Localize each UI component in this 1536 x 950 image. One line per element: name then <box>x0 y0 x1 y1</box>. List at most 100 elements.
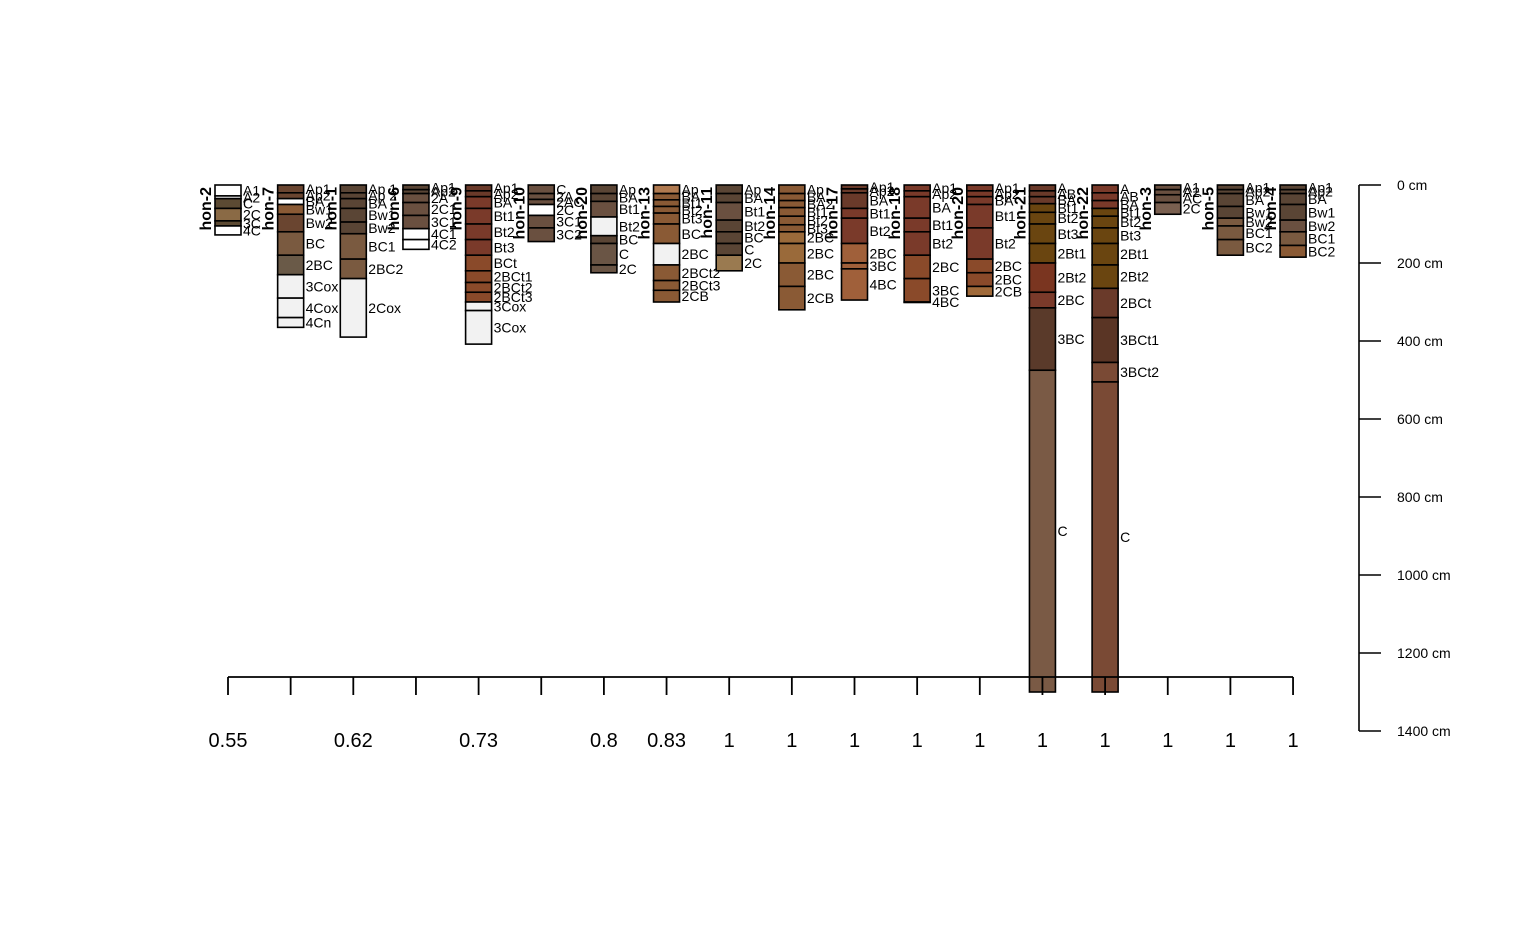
horizon-label: BC2 <box>1308 243 1335 259</box>
horizon-block <box>1153 201 1182 216</box>
horizon-block <box>965 285 994 297</box>
horizon-label: BA <box>494 195 513 211</box>
horizon-label: 2BCt1 <box>494 269 533 285</box>
horizon-block <box>965 227 994 260</box>
horizon-block <box>1091 242 1119 266</box>
horizon-label: Bt1 <box>682 195 703 211</box>
horizon-label: BA <box>1120 197 1139 213</box>
horizon-label: 3C1 <box>556 214 582 230</box>
horizon-label: 2BC <box>807 267 834 283</box>
horizon-label: A1 <box>243 182 260 198</box>
horizon-block <box>464 190 493 198</box>
horizon-block <box>464 301 493 312</box>
horizon-label: Ap2 <box>1308 184 1333 200</box>
horizon-block <box>276 192 305 200</box>
horizon-label: BC <box>682 226 701 242</box>
horizon-block <box>1028 184 1057 192</box>
horizon-block <box>402 192 430 204</box>
horizon-block <box>903 277 931 303</box>
horizon-label: Bw1 <box>306 201 333 217</box>
horizon-block <box>1028 369 1057 693</box>
profile-name: hon-1 <box>323 187 340 231</box>
horizon-label: 2BC <box>995 258 1022 274</box>
horizon-block <box>652 184 681 195</box>
horizon-block <box>339 197 368 210</box>
horizon-block <box>652 192 681 201</box>
horizon-block <box>464 238 493 257</box>
horizon-label: 3BCt1 <box>1120 332 1159 348</box>
horizon-block <box>1279 244 1307 258</box>
horizon-label: BA <box>744 190 763 206</box>
index-axis-tick-label: 0.62 <box>334 730 373 752</box>
horizon-label: Bw2 <box>1245 214 1272 230</box>
horizon-label: 3Cox <box>494 298 527 314</box>
horizon-block <box>840 242 869 264</box>
horizon-block <box>339 192 368 200</box>
horizon-block <box>527 184 556 195</box>
depth-axis-tick-label: 1200 cm <box>1397 645 1451 661</box>
profile-name: hon-11 <box>699 187 716 239</box>
horizon-label: Bt3 <box>494 239 515 255</box>
index-axis-tick-label: 1 <box>974 730 985 752</box>
horizon-block <box>1091 381 1119 693</box>
profile-name: hon-22 <box>1075 187 1092 240</box>
horizon-label: 4C <box>243 222 261 238</box>
horizon-label: 2C <box>243 207 261 223</box>
horizon-block <box>652 242 681 266</box>
depth-axis-tick-label: 800 cm <box>1397 489 1443 505</box>
horizon-label: 3BC <box>1057 331 1084 347</box>
horizon-block <box>1028 291 1057 309</box>
horizon-block <box>527 203 556 217</box>
horizon-label: BA <box>368 196 387 212</box>
horizon-label: Ap <box>744 181 761 197</box>
horizon-block <box>464 184 493 192</box>
horizon-label: AC <box>1183 191 1202 207</box>
horizon-label: Ap2 <box>995 186 1020 202</box>
horizon-label: Bt1 <box>619 201 640 217</box>
index-axis-tick-label: 1 <box>786 730 797 752</box>
horizon-label: A <box>1057 180 1067 196</box>
horizon-block <box>276 213 305 233</box>
horizon-label: BA <box>1057 192 1076 208</box>
profile-name: hon-21 <box>1012 187 1029 240</box>
horizon-block <box>1216 217 1245 227</box>
horizon-block <box>1028 195 1057 205</box>
horizon-block <box>1091 199 1119 210</box>
horizon-label: 3Cox <box>306 278 339 294</box>
horizon-block <box>1028 242 1057 264</box>
horizon-label: Ap1 <box>870 179 895 195</box>
horizon-label: AB <box>1120 189 1139 205</box>
depth-axis: 0 cm 200 cm 400 cm 600 cm 800 cm 1000 cm 1200 … <box>1358 177 1451 739</box>
horizon-block <box>778 262 806 288</box>
horizon-block <box>652 223 681 245</box>
horizon-label: C <box>744 241 754 257</box>
index-axis-tick-label: 1 <box>1100 730 1111 752</box>
horizon-block <box>1279 219 1307 233</box>
horizon-block <box>590 216 618 237</box>
horizon-block <box>464 309 493 345</box>
horizon-block <box>778 231 806 245</box>
horizon-label: BA2 <box>807 196 834 212</box>
horizon-block <box>778 192 806 202</box>
horizon-block <box>652 264 681 282</box>
horizon-label: Bw1 <box>368 207 395 223</box>
horizon-block <box>965 184 994 192</box>
horizon-block <box>590 264 618 274</box>
horizon-label: AB <box>1057 186 1076 202</box>
horizon-block <box>778 223 806 233</box>
horizon-block <box>1028 202 1057 214</box>
horizon-block <box>652 199 681 208</box>
horizon-label: 3C2 <box>556 227 582 243</box>
profile-name: hon-3 <box>1138 187 1155 231</box>
horizon-label: 3BC <box>870 258 897 274</box>
horizon-label: BC <box>619 232 638 248</box>
horizon-block <box>402 214 430 230</box>
horizon-label: 2C1 <box>431 201 457 217</box>
